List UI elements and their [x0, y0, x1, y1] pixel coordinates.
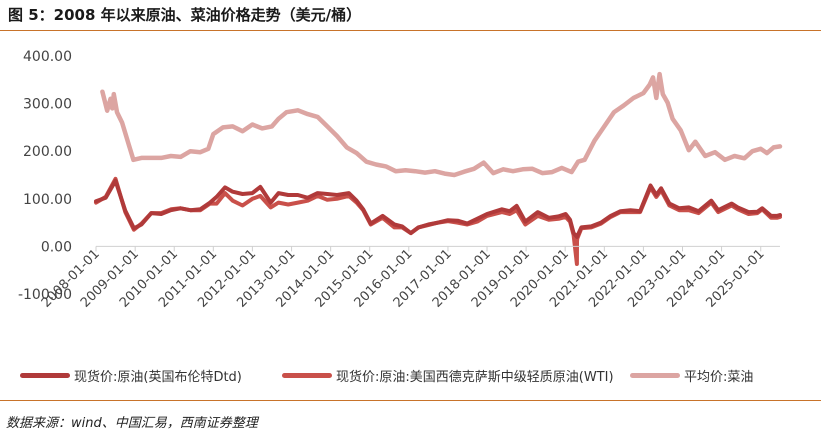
legend-swatch-wti	[282, 373, 332, 378]
legend-item-brent: 现货价:原油(英国布伦特Dtd)	[20, 366, 242, 385]
y-tick-label: 400.00	[23, 49, 72, 65]
y-axis-ticks: -100.00 0.00 100.00 200.00 300.00 400.00	[18, 49, 72, 303]
legend-item-rapeseed: 平均价:菜油	[630, 366, 753, 385]
line-chart: -100.00 0.00 100.00 200.00 300.00 400.00 2008…	[18, 49, 783, 311]
source-note: 数据来源：wind、中国汇易，西南证券整理	[6, 416, 258, 431]
series-line-brent	[94, 178, 782, 239]
legend-swatch-brent	[20, 373, 70, 378]
legend-swatch-rapeseed	[630, 373, 680, 378]
plot-lines	[94, 71, 783, 266]
source-divider	[0, 400, 821, 401]
x-axis-ticks: 2008-01-012009-01-012010-01-012011-01-01…	[39, 246, 768, 311]
chart-title: 图 5：2008 年以来原油、菜油价格走势（美元/桶）	[8, 6, 362, 24]
y-tick-label: 0.00	[41, 239, 72, 255]
legend-label-rapeseed: 平均价:菜油	[684, 370, 754, 385]
legend-label-brent: 现货价:原油(英国布伦特Dtd)	[74, 370, 242, 385]
y-tick-label: 100.00	[23, 192, 72, 208]
y-tick-label: 200.00	[23, 144, 72, 160]
y-tick-label: 300.00	[23, 97, 72, 113]
y-tick-label: -100.00	[18, 287, 72, 303]
legend: 现货价:原油(英国布伦特Dtd) 现货价:原油:美国西德克萨斯中级轻质原油(WT…	[20, 366, 820, 388]
series-line-rapeseed	[100, 71, 783, 178]
legend-label-wti: 现货价:原油:美国西德克萨斯中级轻质原油(WTI)	[336, 370, 614, 385]
legend-item-wti: 现货价:原油:美国西德克萨斯中级轻质原油(WTI)	[282, 366, 614, 385]
title-divider	[0, 30, 821, 31]
